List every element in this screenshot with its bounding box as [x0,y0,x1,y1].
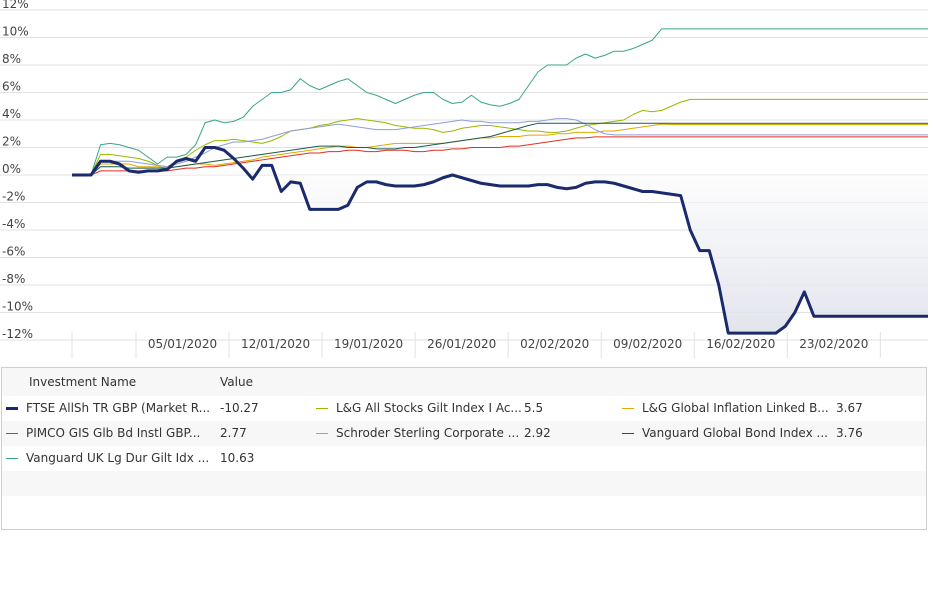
legend-header: Investment Name Value [2,368,926,396]
x-tick-label: 05/01/2020 [148,337,217,351]
legend-series-value: 10.63 [220,451,255,465]
y-tick-label: 12% [2,0,29,11]
x-tick-label: 23/02/2020 [799,337,868,351]
series-line-4[interactable] [72,118,928,176]
legend-swatch [622,408,634,409]
x-tick-label: 12/01/2020 [241,337,310,351]
legend-row: FTSE AllSh TR GBP (Market R... -10.27 L&G … [2,396,926,421]
legend-rows: FTSE AllSh TR GBP (Market R... -10.27 L&G … [2,396,926,496]
legend-item[interactable]: PIMCO GIS Glb Bd Instl GBP... 2.77 [6,421,247,446]
legend-series-value: 3.67 [836,401,863,415]
legend-item[interactable]: L&G Global Inflation Linked B... 3.67 [622,396,863,421]
x-tick-label: 16/02/2020 [706,337,775,351]
legend-item[interactable]: Vanguard Global Bond Index ... 3.76 [622,421,863,446]
x-tick-label: 19/01/2020 [334,337,403,351]
x-tick-label: 26/01/2020 [427,337,496,351]
series-area [72,147,928,334]
y-tick-label: 4% [2,107,21,121]
y-tick-label: 0% [2,162,21,176]
legend-item[interactable]: Vanguard UK Lg Dur Gilt Idx ... 10.63 [6,446,254,471]
x-axis: 05/01/2020 12/01/2020 19/01/2020 26/01/2020… [148,337,868,351]
legend-series-name: PIMCO GIS Glb Bd Instl GBP... [26,426,201,440]
y-tick-label: 2% [2,135,21,149]
x-tick-label: 02/02/2020 [520,337,589,351]
column-header-value[interactable]: Value [220,375,253,389]
legend-series-value: 2.77 [220,426,247,440]
legend-swatch [316,433,328,434]
performance-chart: 12% 10% 8% 6% 4% 2% 0% -2% -4% -6% -8% -10% -12% 05/… [0,0,928,358]
legend-item[interactable]: Schroder Sterling Corporate ... 2.92 [316,421,551,446]
legend-item[interactable]: L&G All Stocks Gilt Index I Ac... 5.5 [316,396,543,421]
legend-swatch [316,408,328,409]
legend-series-value: -10.27 [220,401,259,415]
legend-series-name: Schroder Sterling Corporate ... [336,426,520,440]
series-line-1[interactable] [72,98,928,176]
legend-swatch [6,458,18,459]
legend-series-name: Vanguard UK Lg Dur Gilt Idx ... [26,451,210,465]
legend-series-name: L&G Global Inflation Linked B... [642,401,829,415]
y-tick-label: -8% [2,272,25,286]
y-tick-label: -10% [2,300,33,314]
series-line-5[interactable] [72,122,928,176]
y-tick-label: -12% [2,327,33,341]
legend-row: PIMCO GIS Glb Bd Instl GBP... 2.77 Schrode… [2,421,926,446]
y-tick-label: -2% [2,190,25,204]
series-line-6[interactable] [72,28,928,176]
column-header-name[interactable]: Investment Name [29,375,137,389]
y-tick-label: -4% [2,217,25,231]
legend-swatch [622,433,634,434]
legend-series-name: FTSE AllSh TR GBP (Market R... [26,401,211,415]
series-line-2[interactable] [72,123,928,176]
legend-swatch [6,433,18,434]
y-tick-label: 6% [2,80,21,94]
legend-series-name: L&G All Stocks Gilt Index I Ac... [336,401,522,415]
legend-series-value: 5.5 [524,401,544,415]
legend-item[interactable]: FTSE AllSh TR GBP (Market R... -10.27 [6,396,259,421]
legend-table: Investment Name Value FTSE AllSh TR GBP … [1,367,927,530]
legend-swatch [6,407,18,410]
legend-series-name: Vanguard Global Bond Index ... [642,426,828,440]
x-tick-label: 09/02/2020 [613,337,682,351]
legend-row: Vanguard UK Lg Dur Gilt Idx ... 10.63 [2,446,926,471]
y-axis: 12% 10% 8% 6% 4% 2% 0% -2% -4% -6% -8% -10% -12% [2,0,33,341]
legend-row-empty [2,471,926,496]
series-line-3[interactable] [72,136,928,176]
series-line-0[interactable] [72,146,928,335]
y-tick-label: 10% [2,25,29,39]
y-tick-label: 8% [2,52,21,66]
legend-series-value: 3.76 [836,426,863,440]
legend-series-value: 2.92 [524,426,551,440]
y-tick-label: -6% [2,245,25,259]
series-lines [72,28,928,335]
